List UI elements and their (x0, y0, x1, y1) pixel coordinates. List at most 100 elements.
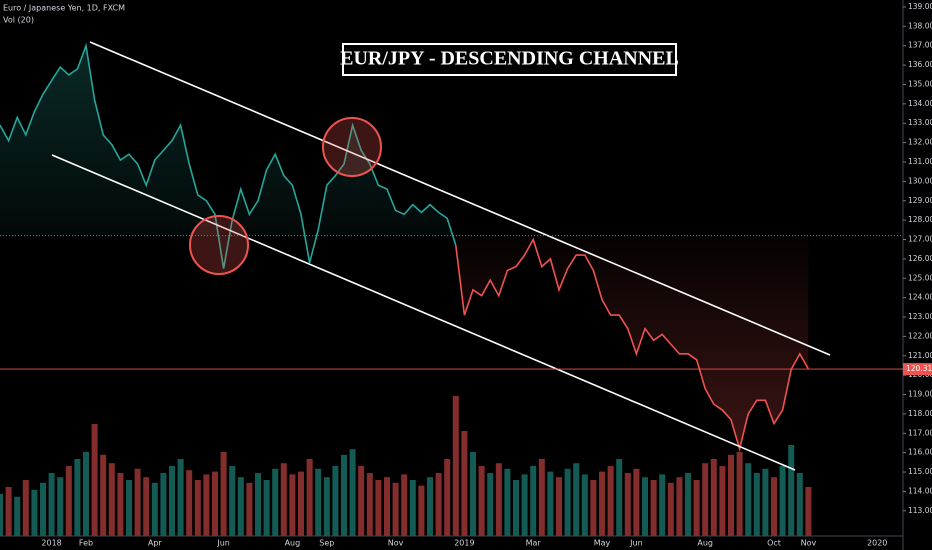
volume-bar (470, 452, 476, 536)
volume-layer (0, 396, 812, 536)
volume-bar (719, 466, 726, 536)
volume-bar (418, 485, 425, 536)
volume-bar (728, 454, 734, 536)
volume-bar (495, 463, 502, 536)
volume-bar (788, 445, 795, 536)
volume-bar (538, 459, 545, 536)
price-area (455, 235, 809, 449)
volume-bar (693, 480, 700, 536)
x-tick-label: Jun (216, 539, 230, 548)
y-tick-label: 121.000 (908, 351, 932, 360)
volume-bar (289, 474, 296, 536)
y-tick-label: 135.000 (908, 79, 932, 88)
volume-bar (547, 471, 554, 536)
volume-bar (229, 466, 236, 536)
x-tick-label: May (594, 539, 611, 548)
y-tick-label: 139.000 (908, 2, 932, 11)
volume-bar (22, 480, 29, 536)
highlight-circle (189, 215, 249, 275)
volume-bar (0, 494, 3, 536)
volume-bar (435, 473, 442, 536)
chart-title: EUR/JPY - DESCENDING CHANNEL (340, 48, 679, 70)
volume-bar (14, 496, 21, 536)
y-tick-label: 131.000 (908, 157, 932, 166)
volume-bar (487, 473, 494, 536)
volume-bar (323, 477, 330, 536)
volume-bar (134, 468, 141, 536)
volume-bar (108, 463, 115, 536)
volume-bar (796, 473, 803, 536)
volume-bar (83, 452, 89, 536)
y-tick-label: 114.000 (908, 486, 932, 495)
volume-bar (616, 459, 623, 536)
volume-bar (375, 480, 382, 536)
volume-bar (805, 487, 812, 536)
volume-bar (409, 480, 416, 536)
volume-bar (100, 454, 107, 536)
volume-bar (5, 487, 12, 536)
x-tick-label: Aug (285, 539, 301, 548)
volume-bar (452, 396, 459, 536)
y-tick-label: 117.000 (908, 428, 932, 437)
volume-bar (126, 480, 132, 536)
channel-lower (51, 154, 796, 471)
x-tick-label: Nov (801, 539, 817, 548)
volume-bar (599, 471, 605, 536)
y-tick-label: 133.000 (908, 118, 932, 127)
volume-bar (220, 452, 227, 536)
volume-bar (358, 466, 365, 536)
volume-bar (530, 466, 537, 536)
volume-bar (478, 466, 485, 536)
price-line (0, 42, 457, 269)
volume-bar (366, 473, 373, 536)
x-tick-label: Oct (767, 539, 781, 548)
x-tick-label: 2019 (454, 539, 474, 548)
symbol-header: Euro / Japanese Yen, 1D, FXCM (3, 4, 125, 13)
last-price-tag (903, 363, 932, 376)
x-tick-label: Sep (319, 539, 334, 548)
volume-bar (556, 477, 562, 536)
y-tick-label: 123.000 (908, 312, 932, 321)
volume-bar (573, 463, 580, 536)
volume-bar (779, 466, 786, 536)
volume-bar (444, 459, 451, 536)
x-tick-label: Mar (526, 539, 542, 548)
volume-bar (212, 471, 218, 536)
y-tick-label: 127.000 (908, 235, 932, 244)
y-tick-label: 116.000 (908, 448, 932, 457)
x-tick-label: 2020 (867, 539, 887, 548)
volume-bar (521, 474, 528, 536)
y-tick-label: 124.000 (908, 293, 932, 302)
last-price-label: 120.314 (906, 364, 932, 373)
volume-bar (642, 477, 648, 536)
volume-bar (203, 474, 210, 536)
y-tick-label: 138.000 (908, 21, 932, 30)
volume-bar (607, 466, 614, 536)
volume-label: Vol (20) (3, 16, 34, 25)
volume-bar (255, 473, 261, 536)
volume-bar (590, 480, 597, 536)
volume-bar (306, 459, 313, 536)
volume-bar (349, 449, 356, 536)
volume-bar (581, 474, 588, 536)
volume-bar (237, 477, 244, 536)
volume-bar (169, 466, 175, 536)
volume-bar (341, 454, 347, 536)
volume-bar (31, 489, 38, 536)
volume-bar (685, 473, 691, 536)
volume-bar (633, 468, 640, 536)
volume-bar (401, 474, 408, 536)
volume-bar (667, 482, 674, 536)
y-tick-label: 132.000 (908, 138, 932, 147)
price-area (0, 45, 456, 269)
volume-bar (676, 477, 683, 536)
volume-bar (160, 473, 167, 536)
volume-bar (745, 463, 752, 536)
volume-bar (272, 468, 279, 536)
y-tick-label: 119.000 (908, 390, 932, 399)
highlight-circle (322, 117, 382, 177)
volume-bar (753, 473, 760, 536)
price-layer (0, 42, 810, 452)
